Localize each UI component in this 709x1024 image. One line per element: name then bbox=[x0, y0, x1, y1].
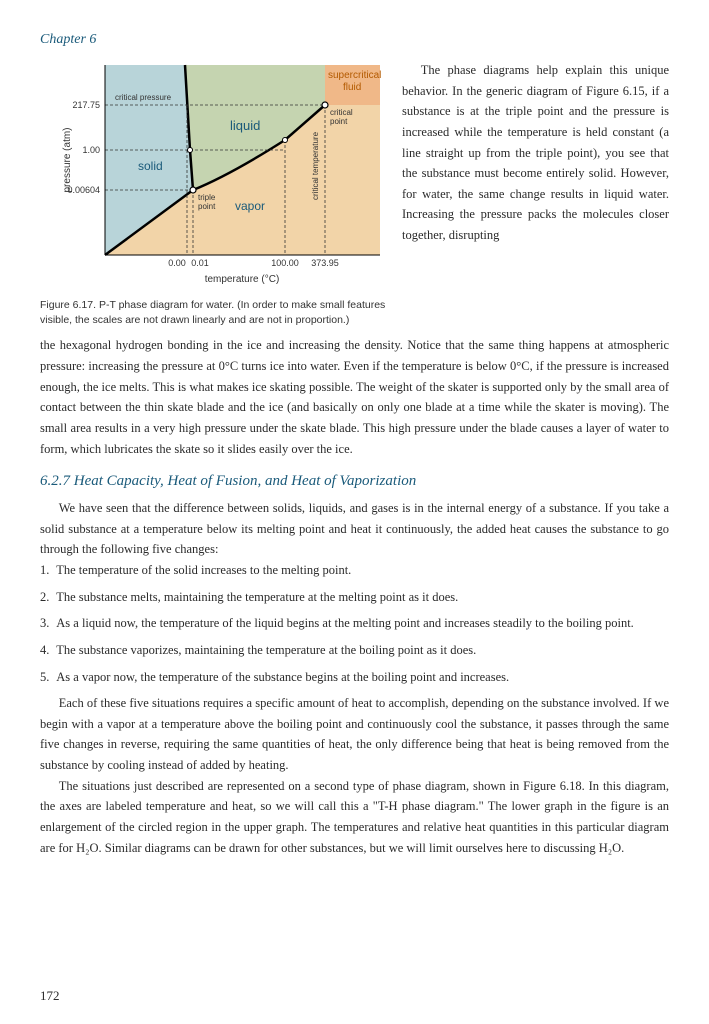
critical-temp-label: critical temperature bbox=[311, 131, 320, 200]
figure-column: solid liquid vapor supercritical fluid c… bbox=[40, 60, 390, 327]
critical-point-label-1: critical bbox=[330, 108, 353, 117]
vapor-label: vapor bbox=[235, 199, 265, 213]
list-text-2: The substance melts, maintaining the tem… bbox=[56, 590, 458, 604]
numbered-list: 1.The temperature of the solid increases… bbox=[40, 560, 669, 687]
phase-diagram-svg: solid liquid vapor supercritical fluid c… bbox=[60, 60, 390, 290]
ytick-1: 1.00 bbox=[82, 145, 100, 155]
paragraph-3: We have seen that the difference between… bbox=[40, 498, 669, 560]
list-item-5: 5.As a vapor now, the temperature of the… bbox=[59, 667, 669, 688]
supercritical-label-1: supercritical bbox=[328, 70, 381, 81]
list-item-1: 1.The temperature of the solid increases… bbox=[59, 560, 669, 581]
ytick-0: 217.75 bbox=[72, 100, 100, 110]
supercritical-label-2: fluid bbox=[343, 82, 361, 93]
right-text-column: The phase diagrams help explain this uni… bbox=[402, 60, 669, 327]
xlabel: temperature (°C) bbox=[205, 274, 280, 285]
paragraph-5: The situations just described are repres… bbox=[40, 776, 669, 859]
p1-marker bbox=[188, 148, 193, 153]
list-text-1: The temperature of the solid increases t… bbox=[56, 563, 351, 577]
list-item-3: 3.As a liquid now, the temperature of th… bbox=[59, 613, 669, 634]
page-number: 172 bbox=[40, 988, 60, 1004]
figure-caption: Figure 6.17. P-T phase diagram for water… bbox=[40, 298, 400, 327]
list-item-4: 4.The substance vaporizes, maintaining t… bbox=[59, 640, 669, 661]
figure-text-row: solid liquid vapor supercritical fluid c… bbox=[40, 60, 669, 327]
critical-point-label-2: point bbox=[330, 117, 348, 126]
critical-point-marker bbox=[322, 102, 328, 108]
xtick-1: 0.01 bbox=[191, 258, 209, 268]
critical-pressure-label: critical pressure bbox=[115, 93, 172, 102]
list-text-3: As a liquid now, the temperature of the … bbox=[56, 616, 634, 630]
list-text-4: The substance vaporizes, maintaining the… bbox=[56, 643, 476, 657]
paragraph-4: Each of these five situations requires a… bbox=[40, 693, 669, 776]
triple-point-marker bbox=[190, 187, 196, 193]
solid-label: solid bbox=[138, 159, 163, 173]
section-heading: 6.2.7 Heat Capacity, Heat of Fusion, and… bbox=[40, 473, 669, 490]
xtick-3: 373.95 bbox=[311, 258, 339, 268]
triple-point-label-2: point bbox=[198, 202, 216, 211]
xtick-2: 100.00 bbox=[271, 258, 299, 268]
triple-point-label-1: triple bbox=[198, 193, 216, 202]
list-item-2: 2.The substance melts, maintaining the t… bbox=[59, 587, 669, 608]
liquid-label: liquid bbox=[230, 118, 260, 133]
paragraph-1: The phase diagrams help explain this uni… bbox=[402, 60, 669, 246]
phase-diagram: solid liquid vapor supercritical fluid c… bbox=[60, 60, 390, 290]
xtick-0: 0.00 bbox=[168, 258, 186, 268]
ylabel: pressure (atm) bbox=[62, 127, 73, 192]
paragraph-2: the hexagonal hydrogen bonding in the ic… bbox=[40, 335, 669, 459]
boil-marker bbox=[283, 138, 288, 143]
chapter-label: Chapter 6 bbox=[40, 32, 669, 48]
list-text-5: As a vapor now, the temperature of the s… bbox=[56, 670, 509, 684]
